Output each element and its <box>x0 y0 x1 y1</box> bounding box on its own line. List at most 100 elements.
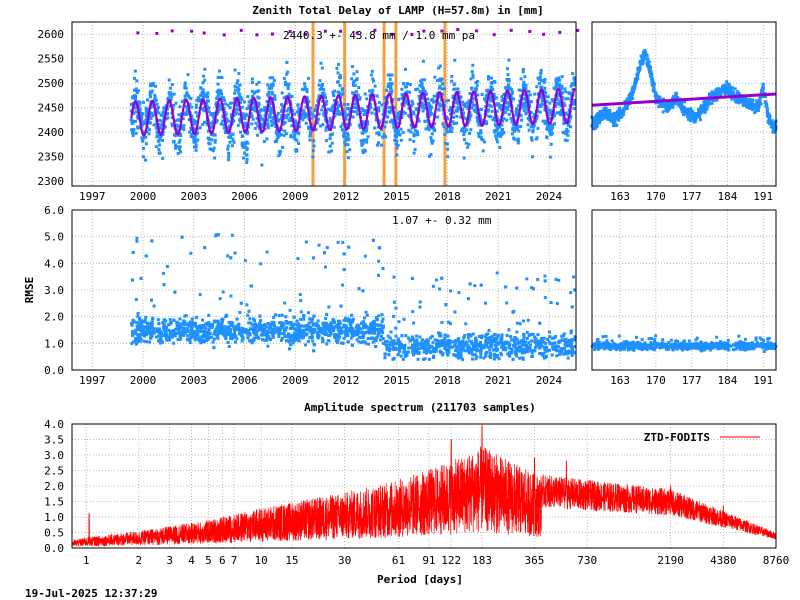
ztd-point <box>529 111 533 115</box>
ztd-point <box>162 106 166 110</box>
rmse-point <box>202 324 206 328</box>
ztd-zoom-point <box>664 102 668 106</box>
ztd-point <box>256 133 260 137</box>
ztd-point <box>545 136 549 140</box>
ztd-point <box>338 76 342 80</box>
ztd-point <box>363 92 367 96</box>
ztd-point <box>177 140 181 144</box>
ztd-point <box>570 93 574 97</box>
rmse-point <box>189 251 193 255</box>
ztd-point <box>344 117 348 121</box>
ztd-point <box>331 92 335 96</box>
ztd-zoom-point <box>748 106 752 110</box>
ztd-zoom-point <box>623 99 627 103</box>
rmse-point <box>220 318 224 322</box>
ztd-point <box>535 114 539 118</box>
rmse-point <box>364 341 368 345</box>
ztd-point <box>403 67 407 71</box>
ztd-point <box>560 75 564 79</box>
ztd-point <box>350 65 354 69</box>
ztd-point <box>557 111 561 115</box>
ztd-point <box>373 126 377 130</box>
ztd-point <box>259 108 263 112</box>
ztd-point <box>305 90 309 94</box>
rmse-point <box>218 297 222 301</box>
ztd-point <box>194 110 198 114</box>
ztd-zoom-point <box>648 67 652 71</box>
ztd-point <box>448 112 452 116</box>
rmse-point <box>403 350 407 354</box>
ztd-point <box>433 122 437 126</box>
ztd-point <box>246 95 250 99</box>
rmse-point <box>487 328 491 332</box>
ztd-point <box>540 79 544 83</box>
rmse-point <box>165 325 169 329</box>
ztd-outlier <box>390 32 394 36</box>
ztd-point <box>142 121 146 125</box>
ztd-point <box>465 128 469 132</box>
ztd-point <box>520 102 524 106</box>
ztd-point <box>386 82 390 86</box>
ztd-point <box>286 70 290 74</box>
ztd-point <box>144 158 148 162</box>
ztd-zoom-point <box>686 114 690 118</box>
ztd-point <box>167 78 171 82</box>
rmse-point <box>457 342 461 346</box>
ztd-point <box>300 87 304 91</box>
rmse-point <box>473 284 477 288</box>
rmse-point <box>309 326 313 330</box>
ztd-zoom-point <box>605 112 609 116</box>
rmse-point <box>296 331 300 335</box>
ztd-point <box>216 93 220 97</box>
ztd-point <box>260 108 264 112</box>
ztd-zoom-point <box>617 110 621 114</box>
ztd-point <box>438 64 442 68</box>
ztd-point <box>548 101 552 105</box>
ztd-point <box>392 106 396 110</box>
ztd-point <box>459 115 463 119</box>
ztd-point <box>400 96 404 100</box>
ztd-point <box>551 99 555 103</box>
ztd-point <box>235 108 239 112</box>
ztd-point <box>144 135 148 139</box>
ztd-point <box>470 100 474 104</box>
rmse-point <box>538 344 542 348</box>
ztd-point <box>265 123 269 127</box>
ztd-point <box>194 106 198 110</box>
rmse-point <box>530 286 534 290</box>
rmse-point <box>398 340 402 344</box>
ztd-point <box>285 109 289 113</box>
ztd-point <box>331 90 335 94</box>
ztd-point <box>549 113 553 117</box>
ztd-point <box>132 106 136 110</box>
ztd-point <box>379 128 383 132</box>
ztd-zoom-point <box>724 89 728 93</box>
ztd-point <box>152 123 156 127</box>
ztd-point <box>141 155 145 159</box>
ztd-point <box>512 137 516 141</box>
ztd-point <box>245 148 249 152</box>
ztd-zoom-point <box>671 95 675 99</box>
ztd-point <box>215 119 219 123</box>
ztd-point <box>438 84 442 88</box>
ztd-point <box>546 124 550 128</box>
ztd-zoom-point <box>613 118 617 122</box>
ztd-point <box>243 122 247 126</box>
ztd-point <box>189 97 193 101</box>
ztd-zoom-point <box>675 100 679 104</box>
ztd-zoom-point <box>651 80 655 84</box>
ztd-point <box>270 123 274 127</box>
rmse-point <box>458 340 462 344</box>
ztd-point <box>242 141 246 145</box>
ztd-point <box>366 104 370 108</box>
ztd-zoom-point <box>630 96 634 100</box>
ztd-zoom-point <box>652 87 656 91</box>
ztd-point <box>493 116 497 120</box>
ztd-point <box>194 140 198 144</box>
ztd-point <box>257 89 261 93</box>
ztd-point <box>440 87 444 91</box>
ztd-point <box>350 77 354 81</box>
ztd-point <box>297 132 301 136</box>
ztd-point <box>427 154 431 158</box>
ztd-point <box>395 121 399 125</box>
